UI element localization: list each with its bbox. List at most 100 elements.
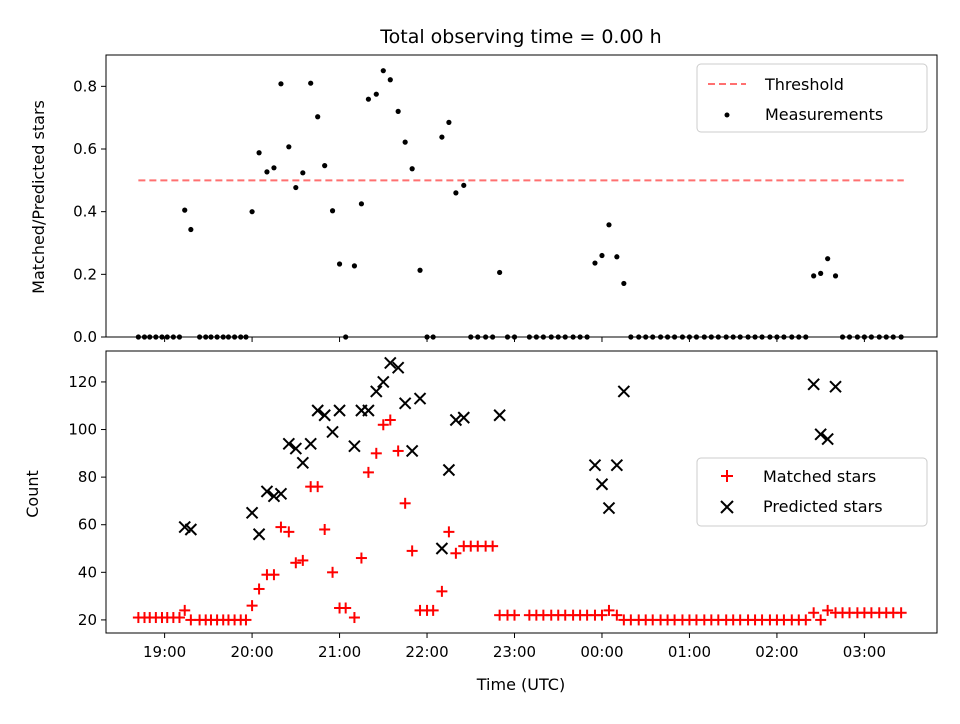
x-tick-label: 23:00 xyxy=(493,643,536,661)
measurement-point xyxy=(278,81,284,87)
predicted-star-point xyxy=(252,528,266,541)
x-tick-label: 01:00 xyxy=(668,643,711,661)
x-tick-label: 03:00 xyxy=(843,643,886,661)
legend-matched-label: Matched stars xyxy=(763,467,876,486)
measurement-point xyxy=(308,80,314,86)
measurement-point xyxy=(825,256,831,262)
matched-star-point xyxy=(275,521,287,533)
x-tick-label: 00:00 xyxy=(580,643,623,661)
bottom-y-axis-label: Count xyxy=(23,470,42,518)
predicted-star-point xyxy=(829,380,842,393)
matched-star-point xyxy=(253,583,265,595)
axes-frame xyxy=(105,350,938,634)
measurement-point xyxy=(286,144,292,150)
matched-star-point xyxy=(370,447,382,459)
matched-star-point xyxy=(290,557,302,569)
legend-predicted-label: Predicted stars xyxy=(763,497,883,516)
measurement-point xyxy=(599,252,605,259)
predicted-star-point xyxy=(245,506,259,520)
y-tick-label: 60 xyxy=(78,516,97,534)
legend-top: Threshold Measurements xyxy=(696,63,928,133)
predicted-star-point xyxy=(807,378,820,391)
matched-star-point xyxy=(392,445,404,457)
matched-star-point xyxy=(355,552,367,564)
measurement-point xyxy=(832,273,839,279)
measurement-point xyxy=(621,280,627,287)
matched-star-point xyxy=(895,607,907,619)
predicted-star-point xyxy=(384,356,397,370)
y-tick-label: 0.8 xyxy=(73,77,97,95)
measurement-point xyxy=(395,108,401,114)
measurement-point xyxy=(365,96,372,102)
predicted-star-point xyxy=(260,485,274,498)
predicted-star-point xyxy=(370,385,383,398)
measurement-point xyxy=(439,134,445,140)
matched-star-point xyxy=(240,614,252,626)
measurement-point xyxy=(358,201,365,207)
x-axis-label: Time (UTC) xyxy=(476,675,565,694)
x-tick-label: 20:00 xyxy=(230,643,273,661)
matched-star-point xyxy=(436,585,448,597)
predicted-star-point xyxy=(821,432,834,446)
top-y-axis-label: Matched/Predicted stars xyxy=(29,100,48,294)
matched-star-point xyxy=(362,466,374,478)
predicted-star-point xyxy=(311,404,324,417)
predicted-star-point xyxy=(602,501,616,515)
measurement-point xyxy=(811,273,817,279)
predicted-star-point xyxy=(617,385,631,398)
measurement-point xyxy=(453,190,459,196)
matched-star-point xyxy=(509,609,521,621)
measurement-point xyxy=(249,209,255,215)
predicted-star-point xyxy=(413,392,427,405)
measurement-point xyxy=(592,260,598,266)
measurement-point xyxy=(497,269,503,276)
predicted-star-point xyxy=(442,463,456,477)
y-tick-label: 120 xyxy=(68,373,97,391)
measurement-point xyxy=(461,182,467,188)
matched-star-point xyxy=(443,526,455,538)
measurement-point xyxy=(409,166,415,172)
matched-star-point xyxy=(173,612,185,624)
matched-star-point xyxy=(246,600,258,612)
matched-star-point xyxy=(312,481,324,493)
x-tick-label: 22:00 xyxy=(405,643,448,661)
predicted-star-point xyxy=(377,375,390,389)
y-tick-label: 100 xyxy=(68,421,97,439)
y-tick-label: 40 xyxy=(78,563,97,581)
legend-bottom-frame xyxy=(696,457,928,527)
matched-star-point xyxy=(319,523,331,535)
predicted-star-point xyxy=(405,444,419,458)
y-tick-label: 0.4 xyxy=(73,203,97,221)
measurement-point xyxy=(446,119,452,125)
matched-star-point xyxy=(450,547,462,559)
legend-top-frame xyxy=(696,63,928,133)
legend-measurements-swatch xyxy=(724,112,730,118)
matched-star-point xyxy=(800,614,812,626)
y-tick-label: 80 xyxy=(78,468,97,486)
matched-star-point xyxy=(603,604,615,616)
measurement-point xyxy=(188,226,194,233)
predicted-star-point xyxy=(362,404,375,417)
legend-bottom: Matched stars Predicted stars xyxy=(696,457,928,527)
predicted-star-point xyxy=(457,411,470,424)
y-tick-label: 0.6 xyxy=(73,140,97,158)
x-tick-label: 21:00 xyxy=(318,643,361,661)
measurement-point xyxy=(614,254,620,260)
measurement-point xyxy=(329,208,336,214)
measurement-point xyxy=(293,184,299,191)
measurement-point xyxy=(315,114,321,120)
matched-star-point xyxy=(348,612,360,624)
matched-star-point xyxy=(297,554,309,566)
predicted-star-point xyxy=(304,437,317,451)
predicted-star-point xyxy=(296,456,310,470)
chart-title: Total observing time = 0.00 h xyxy=(379,26,661,48)
predicted-star-point xyxy=(326,425,339,439)
legend-measurements-label: Measurements xyxy=(765,105,883,124)
matched-star-point xyxy=(406,545,418,557)
matched-star-point xyxy=(596,609,608,621)
matched-star-point xyxy=(822,604,834,616)
measurement-point xyxy=(417,267,423,273)
predicted-star-point xyxy=(391,361,405,374)
matched-star-point xyxy=(815,614,827,626)
